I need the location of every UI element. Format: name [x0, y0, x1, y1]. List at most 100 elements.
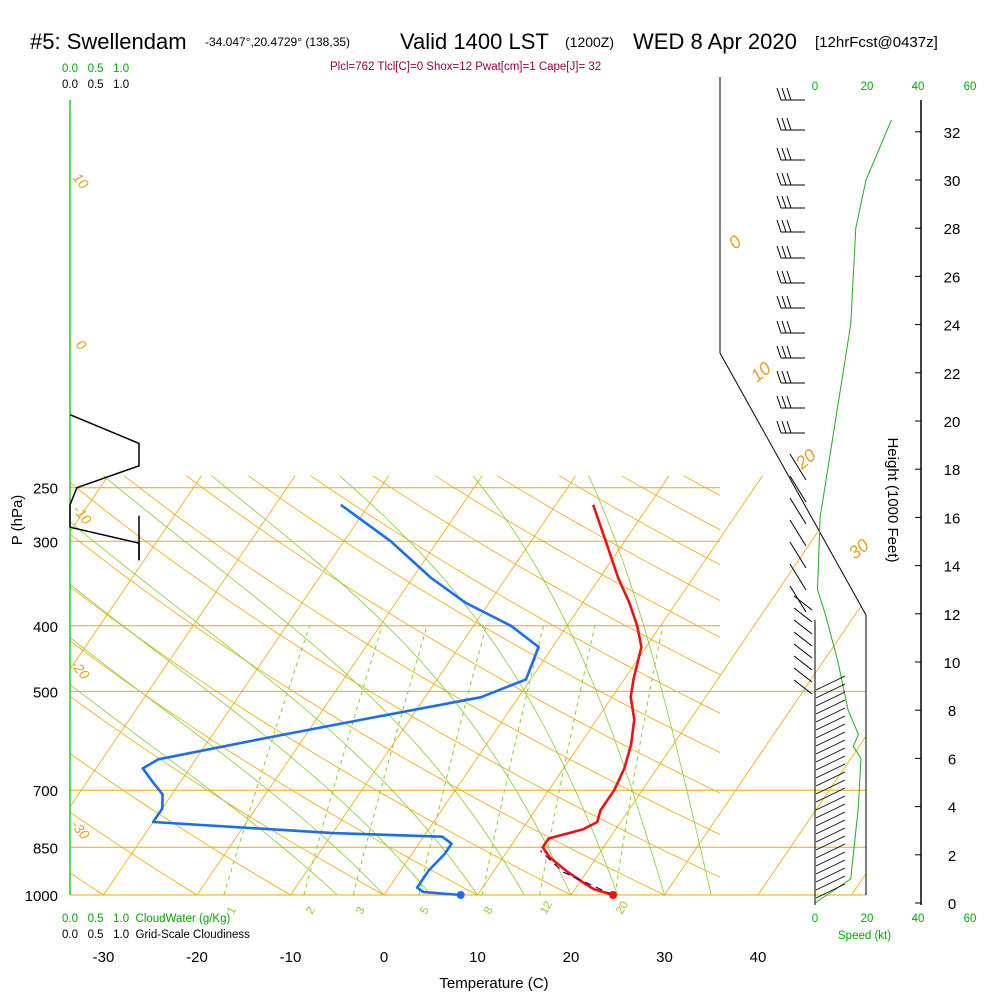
wind-barb — [815, 827, 846, 843]
dry-adiabat-line — [746, 476, 1000, 895]
bottom-scale-cloudwater: 0.0 0.5 1.0 CloudWater (g/Kg) — [62, 913, 230, 925]
wind-barb-flag — [776, 295, 782, 309]
isotherm-line — [664, 475, 866, 895]
moist-adiabat-line — [103, 475, 525, 895]
x-tick-label: 10 — [469, 949, 486, 966]
wind-barb-flag — [781, 245, 787, 259]
title-date: WED 8 Apr 2020 — [633, 29, 797, 54]
wind-barb-flag — [776, 147, 782, 161]
wind-barb-flag — [781, 370, 787, 384]
wind-barb — [815, 763, 846, 779]
wind-barb — [789, 453, 807, 481]
isotherm-line — [290, 475, 576, 895]
wind-barb — [793, 619, 813, 635]
wind-barb — [815, 859, 846, 875]
dry-adiabat-line — [434, 475, 720, 638]
series-parcel-line — [539, 850, 614, 896]
wind-barb-flag — [781, 420, 787, 434]
wind-barb — [815, 835, 846, 851]
wind-barb — [815, 675, 846, 691]
mixing-ratio-label: 5 — [418, 905, 432, 917]
title-station: #5: Swellendam — [30, 29, 187, 54]
series-dewpoint-line — [141, 503, 540, 897]
x-tick-label: -30 — [93, 949, 115, 966]
isotherm-line — [103, 475, 389, 895]
title-zulu: (1200Z) — [565, 34, 614, 50]
wind-barb-flag — [786, 395, 792, 409]
mixing-ratio-label: 20 — [614, 899, 631, 916]
y2-axis-title: Height (1000 Feet) — [884, 437, 901, 562]
surface-temperature-point — [609, 891, 618, 899]
isotherm-line — [570, 475, 857, 895]
speed-tick-bottom: 40 — [912, 913, 925, 925]
wind-barb — [815, 715, 846, 731]
mixing-ratio-lines — [223, 625, 664, 895]
title-valid: Valid 1400 LST — [400, 29, 549, 54]
x-axis-title: Temperature (C) — [439, 975, 548, 992]
wind-barb-flag — [781, 117, 787, 131]
wind-barb-flag — [781, 295, 787, 309]
speed-tick-top: 40 — [912, 81, 925, 93]
wind-barb — [815, 811, 846, 827]
speed-tick-top: 20 — [861, 81, 874, 93]
wind-barb — [793, 655, 813, 671]
pressure-tick-label: 850 — [33, 840, 58, 857]
wind-barb — [789, 497, 807, 525]
wind-barb-flag — [781, 87, 787, 101]
dry-adiabat-line — [558, 475, 720, 566]
height-tick-label: 8 — [948, 703, 956, 720]
height-tick-label: 0 — [948, 896, 956, 913]
wind-barb — [789, 519, 807, 547]
wind-barb-flag — [786, 195, 792, 209]
wind-barb — [815, 819, 846, 835]
wind-barb-flag — [786, 345, 792, 359]
sounding-series — [141, 503, 643, 899]
dry-adiabat-line — [70, 752, 291, 895]
wind-barb-flag — [781, 270, 787, 284]
isotherm-line — [196, 475, 483, 895]
mixing-ratio-line — [418, 625, 487, 895]
wind-barb-flag — [776, 395, 782, 409]
height-tick-label: 6 — [948, 751, 956, 768]
bottom-scale-cloudiness: 0.0 0.5 1.0 Grid-Scale Cloudiness — [62, 929, 250, 941]
x-tick-label: 20 — [563, 949, 580, 966]
height-tick-label: 20 — [944, 414, 961, 431]
height-tick-label: 16 — [944, 510, 961, 527]
wind-barb-flag — [786, 147, 792, 161]
adiabat-label: -10 — [70, 502, 95, 528]
wind-barb — [815, 683, 846, 699]
wind-barb — [815, 731, 846, 747]
isotherm-line — [383, 475, 670, 895]
mixing-ratio-line — [481, 625, 544, 895]
pressure-tick-label: 500 — [33, 684, 58, 701]
wind-barb — [789, 563, 807, 591]
wind-barb — [793, 643, 813, 659]
wind-barb — [793, 595, 813, 611]
pressure-tick-label: 250 — [33, 481, 58, 498]
isotherm-lines — [70, 475, 866, 895]
wind-barb-flag — [786, 172, 792, 186]
wind-barb — [789, 475, 807, 503]
wind-barb — [815, 755, 846, 771]
height-tick-label: 26 — [944, 269, 961, 286]
wind-barb-flag — [776, 345, 782, 359]
height-tick-label: 18 — [944, 462, 961, 479]
dry-adiabat-line — [248, 475, 720, 754]
wind-barb — [793, 631, 813, 647]
wind-barb-flag — [781, 147, 787, 161]
mixing-ratio-line — [223, 625, 311, 895]
wind-barb-flag — [776, 172, 782, 186]
pressure-tick-label: 700 — [33, 783, 58, 800]
wind-barb-flag — [786, 117, 792, 131]
isotherm-label: 30 — [845, 535, 873, 563]
wind-barb-flag — [786, 270, 792, 284]
dry-adiabat-line — [496, 475, 720, 602]
isotherm-label: 0 — [725, 231, 746, 253]
speed-tick-top: 0 — [812, 81, 818, 93]
wind-barb-flag — [781, 172, 787, 186]
pressure-tick-label: 1000 — [25, 888, 58, 905]
x-tick-label: 0 — [380, 949, 388, 966]
speed-tick-bottom: 60 — [964, 913, 977, 925]
wind-barb-flag — [781, 320, 787, 334]
height-tick-label: 30 — [944, 173, 961, 190]
